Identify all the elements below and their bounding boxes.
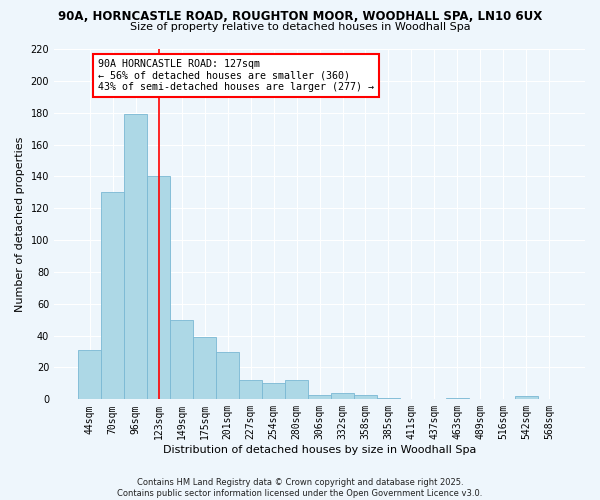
Bar [446, 398, 469, 400]
Y-axis label: Number of detached properties: Number of detached properties [15, 136, 25, 312]
Bar [239, 380, 262, 400]
Bar [101, 192, 124, 400]
Bar [262, 384, 285, 400]
Bar [285, 380, 308, 400]
Bar [78, 350, 101, 400]
Bar [216, 352, 239, 400]
Bar [354, 394, 377, 400]
Text: 90A, HORNCASTLE ROAD, ROUGHTON MOOR, WOODHALL SPA, LN10 6UX: 90A, HORNCASTLE ROAD, ROUGHTON MOOR, WOO… [58, 10, 542, 23]
Bar [308, 394, 331, 400]
Bar [515, 396, 538, 400]
Bar [331, 393, 354, 400]
Bar [193, 337, 216, 400]
Text: Size of property relative to detached houses in Woodhall Spa: Size of property relative to detached ho… [130, 22, 470, 32]
Bar [377, 398, 400, 400]
Text: 90A HORNCASTLE ROAD: 127sqm
← 56% of detached houses are smaller (360)
43% of se: 90A HORNCASTLE ROAD: 127sqm ← 56% of det… [98, 58, 374, 92]
Bar [147, 176, 170, 400]
Text: Contains HM Land Registry data © Crown copyright and database right 2025.
Contai: Contains HM Land Registry data © Crown c… [118, 478, 482, 498]
Bar [124, 114, 147, 400]
X-axis label: Distribution of detached houses by size in Woodhall Spa: Distribution of detached houses by size … [163, 445, 476, 455]
Bar [170, 320, 193, 400]
